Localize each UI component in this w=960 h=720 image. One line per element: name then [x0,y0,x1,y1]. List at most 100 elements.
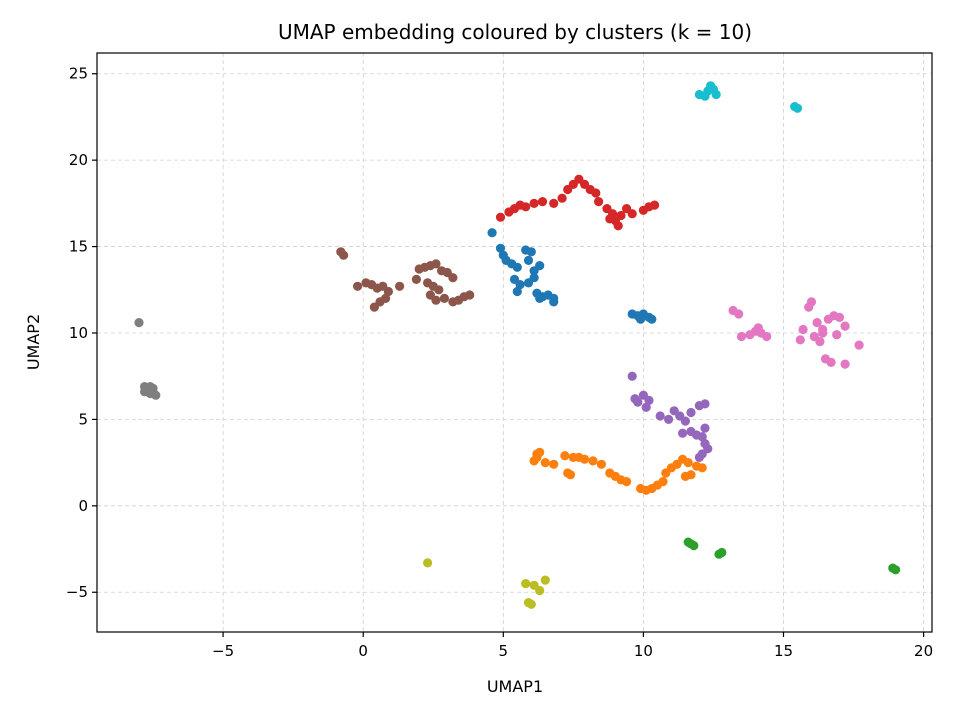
cluster-3-point [650,200,660,210]
x-tick-label: −5 [212,642,234,660]
y-tick-label: 5 [78,410,88,428]
cluster-4-point [627,371,637,381]
cluster-0-point [526,247,536,257]
cluster-0-point [495,243,506,253]
cluster-3-point [616,210,626,221]
cluster-1-point [596,459,607,469]
cluster-0-point [515,280,525,290]
cluster-0-points [487,228,657,324]
cluster-6-points [728,297,864,369]
cluster-2-point [689,541,699,551]
cluster-0-point [549,297,559,307]
cluster-4-point [700,399,710,409]
y-tick-label: 10 [69,324,88,342]
cluster-3-point [521,202,531,212]
cluster-0-point [523,278,534,288]
y-tick-label: 25 [69,65,88,83]
cluster-4-point [697,432,707,442]
cluster-1-points [529,447,707,495]
cluster-3-points [495,174,660,231]
cluster-0-point [535,261,545,271]
cluster-6-point [736,331,747,342]
x-axis-label: UMAP1 [487,677,543,696]
cluster-6-point [762,331,772,342]
cluster-4-point [680,416,691,426]
x-tick-label: 0 [358,642,368,660]
y-tick-label: 0 [78,497,88,515]
cluster-5-point [434,285,444,295]
x-tick-label: 10 [634,642,653,660]
cluster-5-point [383,286,393,297]
cluster-0-point [512,262,522,272]
cluster-6-point [834,312,845,322]
cluster-7-point [134,318,144,328]
cluster-3-point [591,188,601,198]
cluster-0-point [512,286,522,297]
axis-ticks: −5 0 5 10 15 20 −5 0 5 10 15 20 25 [66,65,933,660]
cluster-5-point [353,281,363,291]
cluster-0-point [487,228,497,238]
data-points [134,81,901,609]
cluster-4-point [633,397,643,407]
cluster-6-point [840,359,850,369]
cluster-0-point [647,314,657,324]
cluster-4-point [678,428,688,438]
cluster-1-point [565,470,576,480]
cluster-4-point [700,423,710,433]
cluster-5-point [339,250,349,260]
cluster-5-point [465,290,475,300]
cluster-1-point [697,463,707,473]
cluster-1-point [580,454,590,464]
cluster-5-point [431,259,441,269]
cluster-6-point [815,337,825,347]
cluster-3-point [627,209,637,219]
cluster-1-point [622,477,632,487]
cluster-3-point [605,214,615,224]
cluster-3-point [613,221,623,231]
cluster-7-point [148,383,158,393]
cluster-1-point [683,458,693,468]
cluster-2-point [891,565,901,575]
cluster-8-point [423,558,433,568]
y-tick-label: −5 [66,583,88,601]
cluster-8-point [535,585,545,596]
cluster-2-point [714,549,724,559]
cluster-4-point [641,402,651,412]
y-tick-label: 20 [69,151,88,169]
cluster-1-point [560,451,570,461]
cluster-9-point [792,103,803,113]
cluster-1-point [532,452,542,462]
cluster-6-point [832,330,842,340]
cluster-5-point [439,293,449,303]
cluster-5-point [448,273,458,283]
cluster-5-point [369,302,379,312]
cluster-3-point [537,197,548,207]
cluster-3-point [529,198,539,208]
cluster-5-point [431,295,441,305]
y-tick-label: 15 [69,238,88,256]
cluster-1-point [540,458,550,468]
cluster-3-point [594,197,604,207]
cluster-7-point [140,387,150,397]
cluster-1-point [658,477,668,487]
cluster-8-point [521,579,531,589]
cluster-4-points [627,371,713,462]
cluster-1-point [549,459,559,469]
cluster-1-point [588,456,598,466]
cluster-8-point [540,575,550,585]
cluster-0-point [636,314,646,324]
cluster-4-point [664,414,674,424]
cluster-6-point [753,323,763,333]
cluster-4-point [655,411,665,421]
cluster-6-point [798,324,808,335]
cluster-3-point [549,198,559,208]
cluster-5-points [336,247,475,312]
cluster-8-point [523,598,534,608]
cluster-8-points [423,558,550,609]
cluster-4-point [686,407,696,418]
cluster-5-point [395,281,405,291]
x-tick-label: 15 [774,642,793,660]
cluster-4-point [694,452,705,462]
x-tick-label: 20 [914,642,933,660]
